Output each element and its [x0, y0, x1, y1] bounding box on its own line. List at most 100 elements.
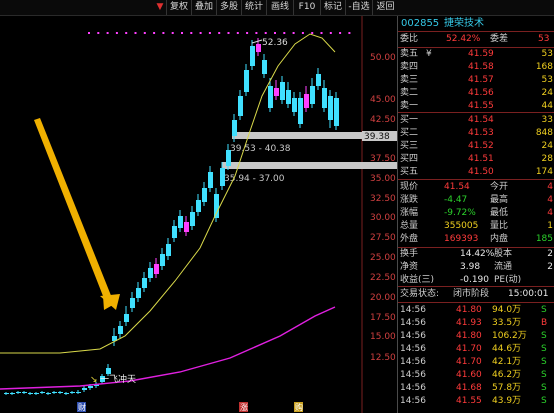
add-watchlist-button[interactable]: -自选: [345, 0, 372, 15]
stat-label: 最低: [490, 208, 509, 218]
marker-buy-text: 购: [295, 402, 303, 412]
ask-label: 卖四: [400, 62, 419, 72]
trend-arrow: [34, 118, 118, 310]
signal-dot: [190, 32, 193, 34]
f10-button[interactable]: F10: [293, 0, 320, 15]
stat-value: -0.190: [460, 275, 490, 285]
high-price-label: 52.36: [262, 38, 288, 48]
tick-direction: S: [541, 344, 547, 354]
candle-body: [322, 88, 327, 108]
candle-body: [58, 392, 63, 393]
stat-row: 涨跌 -4.47 最高 4: [398, 194, 554, 207]
stat-label: 最高: [490, 195, 509, 205]
price-label: 45.00: [370, 95, 396, 105]
bid-price: 41.54: [468, 115, 494, 125]
back-button[interactable]: 返回: [372, 0, 398, 15]
mark-button[interactable]: 标记: [320, 0, 345, 15]
candle-body: [28, 393, 33, 394]
price-label: 50.00: [370, 53, 396, 63]
weicha-value: 53: [538, 34, 550, 44]
price-label: 20.00: [370, 293, 396, 303]
candle-body: [136, 288, 141, 298]
price-label: 30.00: [370, 213, 396, 223]
price-label: 37.50: [370, 154, 396, 164]
tick-direction: S: [541, 331, 547, 341]
price-label: 15.00: [370, 332, 396, 342]
tick-time: 14:56: [400, 305, 426, 315]
signal-dot: [311, 32, 314, 34]
tick-time: 14:56: [400, 331, 426, 341]
signal-dot: [171, 32, 174, 34]
statistics-button[interactable]: 统计: [241, 0, 266, 15]
signal-dot: [134, 32, 137, 34]
candle-body: [82, 388, 87, 390]
candle-body: [328, 96, 333, 120]
candle-body: [256, 44, 261, 52]
candle-body: [208, 172, 213, 188]
kline-chart[interactable]: 50.00 45.00 42.50 40.00 37.50 35.00 32.5…: [0, 16, 397, 413]
stat-label: 股本: [494, 249, 513, 259]
signal-dot: [274, 32, 276, 34]
tick-volume: 46.2万: [492, 370, 522, 380]
ask-row: 卖五 41.59 53 ¥: [398, 48, 554, 61]
multi-stock-button[interactable]: 多股: [216, 0, 241, 15]
tick-row: 14:56 41.80 106.2万 S: [398, 330, 554, 343]
stat-row: 换手 14.42% 股本 2: [398, 248, 554, 261]
stat-value: 185: [535, 234, 553, 244]
candle-body: [244, 70, 249, 92]
candle-body: [190, 212, 195, 226]
candle-body: [16, 392, 21, 393]
price-label: 12.50: [370, 353, 396, 363]
candle-body: [40, 392, 45, 393]
weibi-value: 52.42%: [446, 34, 481, 44]
lower-zone-label: 35.94 - 37.00: [224, 174, 285, 184]
tick-price: 41.80: [456, 331, 482, 341]
ask-price: 41.58: [468, 62, 494, 72]
ask-row: 卖二 41.56 24: [398, 87, 554, 100]
draw-line-button[interactable]: 画线: [266, 0, 293, 15]
ask-price: 41.57: [468, 75, 494, 85]
candle-body: [286, 90, 291, 104]
bid-price: 41.53: [468, 128, 494, 138]
tick-price: 41.70: [456, 344, 482, 354]
stat-label: PE(动): [494, 275, 522, 285]
price-label: 35.00: [370, 174, 396, 184]
candle-body: [202, 188, 207, 202]
stat-row: 现价 41.54 今开 4: [398, 181, 554, 194]
bid-row: 买五 41.50 174: [398, 166, 554, 179]
overlay-button[interactable]: 叠加: [191, 0, 216, 15]
signal-dots-row: [88, 32, 351, 34]
ask-row: 卖三 41.57 53: [398, 74, 554, 87]
candle-body: [64, 393, 69, 394]
tick-volume: 94.0万: [492, 305, 522, 315]
quote-panel: 002855 捷荣技术 委比 52.42% 委差 53 卖五 41.59 53 ¥ 卖四…: [397, 16, 554, 413]
trend-arrow-head: [100, 294, 120, 310]
ask-price: 41.56: [468, 88, 494, 98]
stat-label: 现价: [400, 182, 419, 192]
signal-dot: [88, 32, 90, 34]
stat-value: 14.42%: [460, 249, 495, 259]
upper-resistance-zone: [232, 132, 397, 139]
signal-dot: [329, 32, 332, 34]
bid-label: 买四: [400, 154, 419, 164]
bid-volume: 848: [535, 128, 553, 138]
bid-row: 买四 41.51 28: [398, 153, 554, 166]
tick-price: 41.68: [456, 383, 482, 393]
candle-body: [52, 392, 57, 393]
marker-limit-up[interactable]: [239, 402, 248, 412]
ask-label: 卖一: [400, 101, 419, 111]
signal-dot: [199, 32, 202, 34]
stock-header: 002855 捷荣技术: [398, 16, 554, 31]
trade-status-label: 交易状态:: [400, 289, 440, 299]
collapse-arrow[interactable]: ▼: [156, 2, 164, 12]
marker-buy[interactable]: [294, 402, 303, 412]
weibi-label: 委比: [400, 34, 419, 44]
candle-body: [142, 278, 147, 288]
candle-body: [130, 298, 135, 308]
tick-volume: 106.2万: [492, 331, 527, 341]
fuquan-button[interactable]: 复权: [166, 0, 191, 15]
marker-finance[interactable]: [77, 402, 86, 412]
stat-value: 4: [547, 182, 553, 192]
marker-limit-up-text: 涨: [240, 402, 248, 412]
stat-value: 3.98: [460, 262, 481, 272]
